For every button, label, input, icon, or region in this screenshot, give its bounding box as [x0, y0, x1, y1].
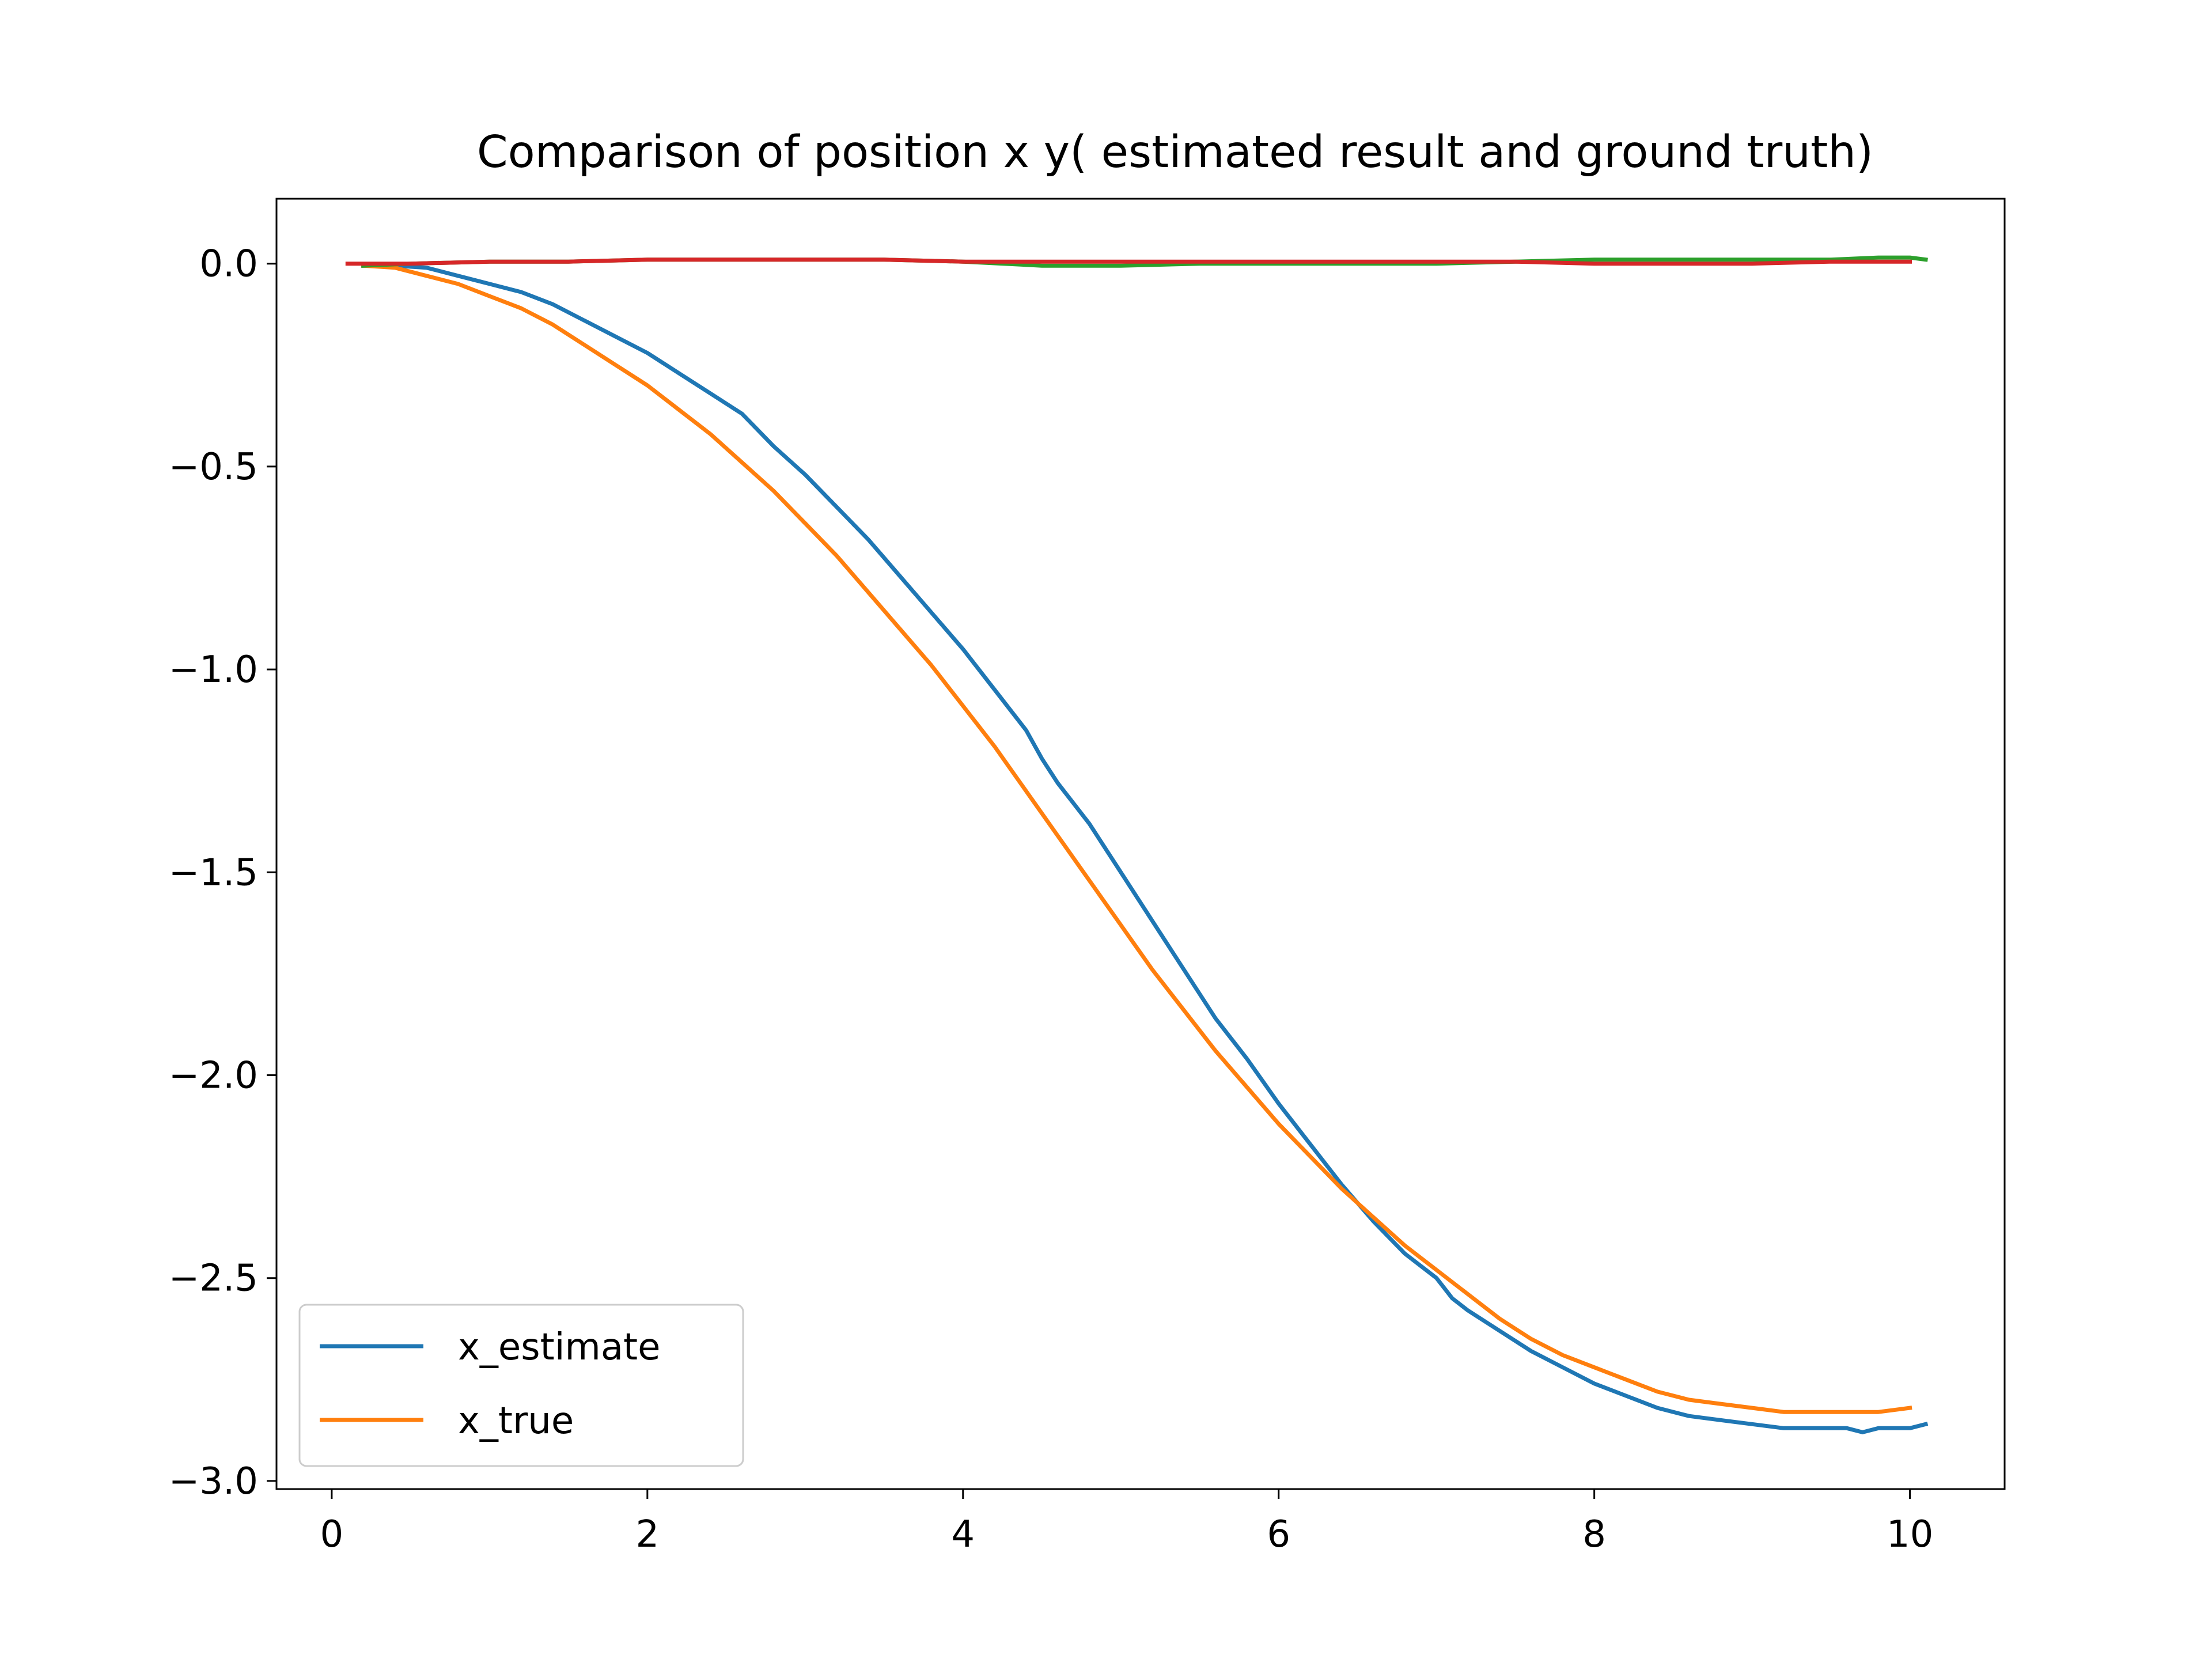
series-layer: [345, 255, 1929, 1434]
x-tick-label: 2: [635, 1513, 659, 1556]
legend: x_estimate x_true: [298, 1304, 744, 1467]
x-tick-label: 4: [951, 1513, 975, 1556]
y-tick-label: −1.5: [169, 851, 258, 894]
y-tick-label: −2.5: [169, 1257, 258, 1300]
x-tick-label: 6: [1267, 1513, 1290, 1556]
chart-title: Comparison of position x y( estimated re…: [477, 127, 1873, 178]
x-axis: 0 2 4 6 8 10: [320, 1489, 1933, 1556]
legend-label-x-true: x_true: [458, 1400, 574, 1442]
y-tick-label: −1.0: [169, 649, 258, 691]
x-tick-label: 0: [320, 1513, 344, 1556]
x-tick-label: 8: [1582, 1513, 1606, 1556]
y-tick-label: −0.5: [169, 446, 258, 488]
series-line-x-true: [361, 263, 1912, 1414]
series-line-4: [345, 257, 1912, 266]
series-line-x-estimate: [361, 263, 1929, 1434]
y-axis: 0.0 −0.5 −1.0 −1.5 −2.0 −2.5 −3.0: [169, 243, 276, 1503]
legend-label-x-estimate: x_estimate: [458, 1326, 661, 1369]
y-tick-label: 0.0: [199, 243, 258, 286]
y-tick-label: −3.0: [169, 1460, 258, 1503]
plot-frame: [275, 198, 2006, 1490]
y-tick-label: −2.0: [169, 1055, 258, 1097]
x-tick-label: 10: [1887, 1513, 1933, 1556]
